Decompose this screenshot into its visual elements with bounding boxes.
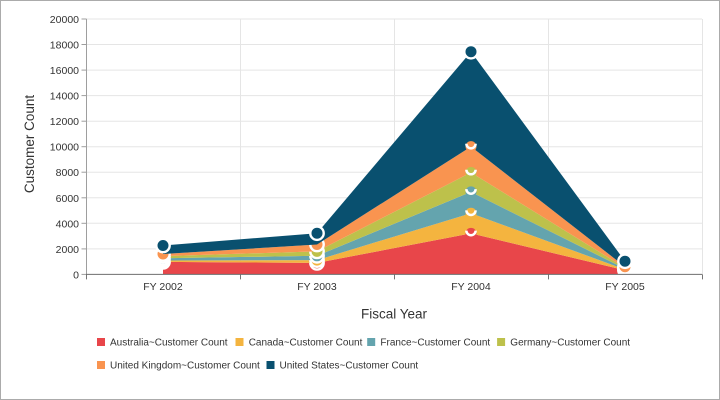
- svg-text:Customer Count: Customer Count: [22, 95, 37, 194]
- svg-text:10000: 10000: [50, 142, 79, 154]
- svg-text:12000: 12000: [50, 116, 79, 128]
- svg-text:United States~Customer Count: United States~Customer Count: [280, 361, 419, 372]
- svg-text:0: 0: [73, 269, 79, 281]
- svg-text:FY 2004: FY 2004: [451, 281, 491, 293]
- svg-text:Fiscal Year: Fiscal Year: [361, 307, 428, 322]
- svg-text:20000: 20000: [50, 14, 79, 26]
- svg-text:16000: 16000: [50, 65, 79, 77]
- svg-text:14000: 14000: [50, 91, 79, 103]
- svg-text:Germany~Customer Count: Germany~Customer Count: [510, 338, 630, 349]
- svg-text:4000: 4000: [56, 218, 80, 230]
- svg-text:France~Customer Count: France~Customer Count: [380, 338, 490, 349]
- svg-text:FY 2003: FY 2003: [297, 281, 337, 293]
- svg-text:United Kingdom~Customer Count: United Kingdom~Customer Count: [110, 361, 260, 372]
- svg-text:FY 2002: FY 2002: [143, 281, 183, 293]
- svg-text:2000: 2000: [56, 244, 80, 256]
- svg-text:6000: 6000: [56, 193, 80, 205]
- svg-text:FY 2005: FY 2005: [605, 281, 645, 293]
- svg-text:18000: 18000: [50, 40, 79, 52]
- svg-text:Australia~Customer Count: Australia~Customer Count: [110, 338, 228, 349]
- svg-text:8000: 8000: [56, 167, 80, 179]
- svg-text:Canada~Customer Count: Canada~Customer Count: [249, 338, 363, 349]
